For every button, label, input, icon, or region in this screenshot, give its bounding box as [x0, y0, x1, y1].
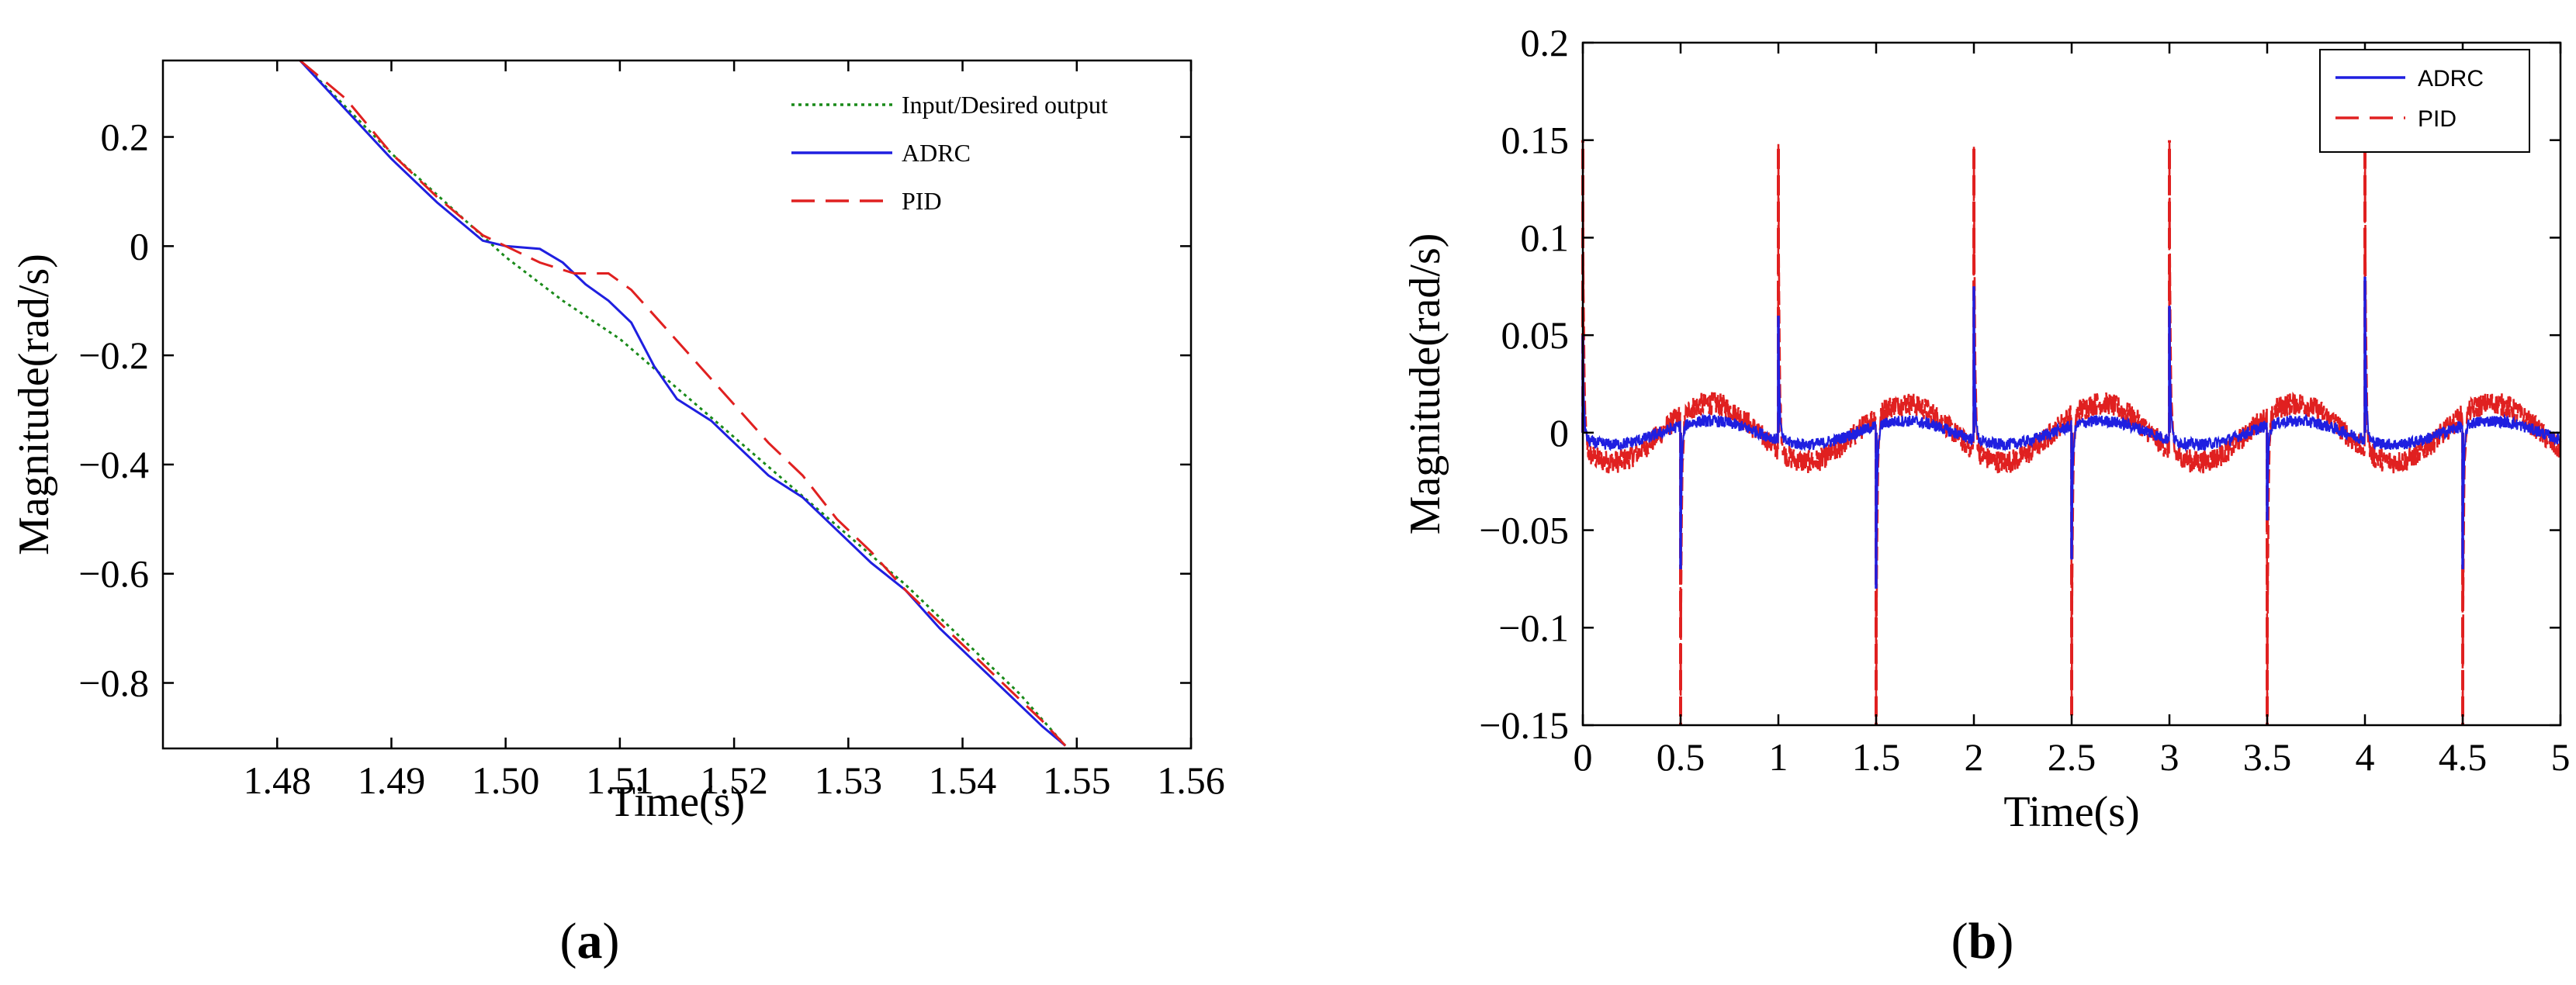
chart-a-caption-letter: a	[577, 913, 603, 969]
chart-a-x-tick-label: 1.53	[815, 759, 883, 802]
chart-a-y-tick-label: −0.4	[78, 443, 149, 486]
chart-a-y-tick-label: −0.2	[78, 334, 149, 377]
chart-b-y-tick-label: 0	[1549, 411, 1569, 454]
chart-b-caption-close: )	[1996, 913, 2013, 969]
chart-a-caption-close: )	[603, 913, 620, 969]
chart-b-x-tick-label: 1	[1769, 735, 1788, 779]
chart-a-y-tick-label: 0.2	[101, 116, 150, 159]
chart-b-x-tick-label: 5	[2551, 735, 2571, 779]
chart-b-series-adrc	[1581, 276, 2562, 589]
chart-a-caption-open: (	[560, 913, 577, 969]
chart-a-y-tick-label: −0.8	[78, 662, 149, 705]
chart-b-legend-label: PID	[2418, 106, 2457, 132]
chart-b-x-axis-label: Time(s)	[2003, 788, 2139, 836]
chart-a-x-tick-label: 1.54	[929, 759, 997, 802]
chart-b-y-tick-label: −0.05	[1479, 509, 1569, 552]
chart-a-x-tick-label: 1.55	[1043, 759, 1111, 802]
chart-a-x-tick-label: 1.50	[472, 759, 540, 802]
chart-a: 1.48 1.49 1.50 1.51 1.52 1.53 1.54 1.55 1.56 0.2…	[10, 59, 1225, 969]
chart-b-y-axis: 0.2 0.15 0.1 0.05 0 −0.05 −0.1 −0.15	[1479, 21, 2560, 747]
chart-b-y-tick-label: 0.05	[1501, 313, 1570, 357]
chart-a-y-tick-label: 0	[130, 224, 149, 268]
chart-b-x-tick-label: 0	[1574, 735, 1593, 779]
chart-b-x-tick-label: 4.5	[2439, 735, 2488, 779]
chart-b-x-tick-label: 3.5	[2243, 735, 2292, 779]
chart-b-legend-box	[2319, 49, 2530, 153]
chart-b-y-tick-label: 0.15	[1501, 119, 1570, 162]
chart-a-legend-label: Input/Desired output	[902, 91, 1108, 119]
chart-a-x-tick-label: 1.56	[1157, 759, 1225, 802]
chart-a-legend-label: PID	[902, 187, 942, 215]
chart-b-caption-open: (	[1951, 913, 1968, 969]
chart-b-series-layer	[1581, 140, 2562, 726]
chart-b-caption-letter: b	[1968, 913, 1997, 969]
chart-a-series-pid	[299, 59, 1067, 747]
chart-b-x-axis: 0 0.5 1 1.5 2 2.5 3 3.5 4 4.5 5	[1574, 43, 2571, 779]
chart-b-y-tick-label: 0.2	[1521, 21, 1570, 64]
chart-a-y-tick-label: −0.6	[78, 552, 149, 596]
chart-a-series-input-desired-output	[299, 59, 1067, 747]
chart-a-series-adrc	[299, 59, 1067, 747]
chart-a-caption: (a)	[560, 913, 620, 969]
chart-b-legend: ADRC PID	[2319, 49, 2530, 153]
chart-b-y-tick-label: −0.15	[1479, 703, 1569, 747]
chart-a-x-tick-label: 1.48	[243, 759, 311, 802]
chart-b-x-tick-label: 2	[1965, 735, 1984, 779]
chart-b-x-tick-label: 4	[2356, 735, 2375, 779]
chart-a-y-axis: 0.2 0 −0.2 −0.4 −0.6 −0.8	[78, 116, 1191, 705]
chart-b-caption: (b)	[1951, 913, 2014, 969]
chart-a-plot-frame	[161, 59, 1193, 750]
chart-a-x-tick-label: 1.51	[586, 759, 654, 802]
chart-a-x-axis-label: Time(s)	[609, 778, 745, 826]
chart-b-x-tick-label: 1.5	[1852, 735, 1901, 779]
chart-a-legend: Input/Desired output ADRC PID	[791, 91, 1108, 215]
chart-a-x-axis: 1.48 1.49 1.50 1.51 1.52 1.53 1.54 1.55 1.56	[243, 60, 1225, 802]
chart-b-y-axis-label: Magnitude(rad/s)	[1401, 233, 1449, 535]
chart-a-series-layer	[299, 59, 1067, 747]
chart-a-y-axis-label: Magnitude(rad/s)	[10, 254, 58, 555]
chart-b-x-tick-label: 0.5	[1657, 735, 1705, 779]
chart-b-y-tick-label: −0.1	[1498, 606, 1569, 649]
chart-a-x-tick-label: 1.49	[358, 759, 426, 802]
chart-a-legend-label: ADRC	[902, 139, 971, 167]
chart-b-x-tick-label: 2.5	[2048, 735, 2096, 779]
chart-b-x-tick-label: 3	[2160, 735, 2180, 779]
chart-b-y-tick-label: 0.1	[1521, 216, 1570, 259]
chart-a-x-tick-label: 1.52	[700, 759, 768, 802]
chart-b: 0 0.5 1 1.5 2 2.5 3 3.5 4 4.5 5 0.20.150.10.050−0.…	[1401, 21, 2571, 969]
chart-b-legend-label: ADRC	[2418, 66, 2484, 92]
